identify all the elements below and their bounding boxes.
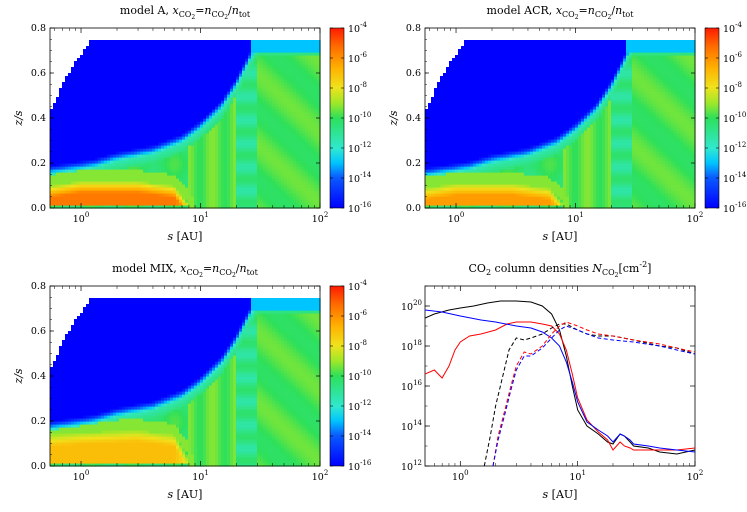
y-tick-label: 0.6 xyxy=(31,68,46,79)
colorbar-tick-label: 10-6 xyxy=(348,51,367,65)
panel-title: model A, xCO2=nCO2/ntot xyxy=(120,4,251,21)
y-tick-label: 0.4 xyxy=(31,113,46,124)
y-tick-label: 0.8 xyxy=(31,23,46,34)
colorbar-tick-label: 10-4 xyxy=(348,21,367,35)
y-tick-label: 0.2 xyxy=(31,158,46,169)
x-tick-label: 102 xyxy=(312,211,329,225)
y-axis-label: z/s xyxy=(12,110,25,127)
y-tick-label: 0.0 xyxy=(31,203,46,214)
x-axis-label: s [AU] xyxy=(168,230,203,243)
heatmap-panel-A: model A, xCO2=nCO2/ntot 0.0 0.2 0.4 0.6 0.8 10… xyxy=(12,4,372,243)
colorbar-tick-label: 10-12 xyxy=(348,141,371,155)
x-tick-label: 101 xyxy=(192,211,209,225)
colorbar-tick-label: 10-8 xyxy=(348,81,367,95)
heatmap-cells xyxy=(50,40,321,209)
x-tick-label: 100 xyxy=(73,211,90,225)
colorbar-tick-label: 10-10 xyxy=(348,111,371,125)
